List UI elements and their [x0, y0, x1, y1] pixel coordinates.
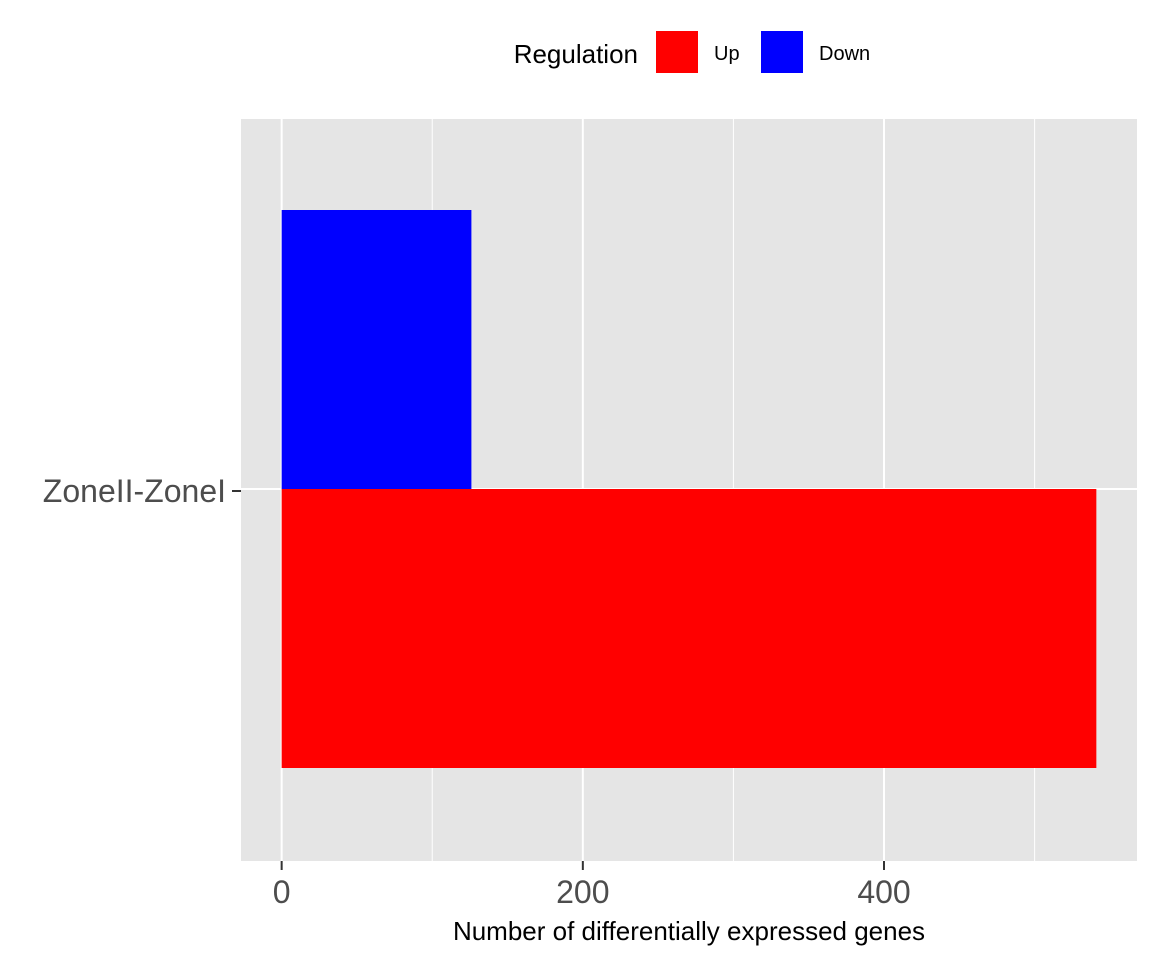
legend-swatch-up	[656, 31, 698, 73]
bar-up	[281, 489, 1097, 768]
x-tick-label: 0	[273, 874, 291, 910]
legend-swatch-down	[761, 31, 803, 73]
y-axis: ZoneII-ZoneI	[43, 473, 241, 509]
bar-down	[281, 210, 472, 489]
legend-label-down: Down	[819, 43, 870, 65]
x-axis-title: Number of differentially expressed genes	[453, 916, 925, 946]
legend-title: Regulation	[514, 39, 638, 69]
x-tick-label: 400	[857, 874, 910, 910]
legend-label-up: Up	[714, 43, 740, 65]
x-tick-label: 200	[556, 874, 609, 910]
legend: Regulation Up Down	[514, 31, 870, 73]
bars	[281, 210, 1097, 768]
x-axis: 0 200 400	[273, 861, 911, 910]
y-tick-label-zoneii-zonei: ZoneII-ZoneI	[43, 473, 226, 509]
